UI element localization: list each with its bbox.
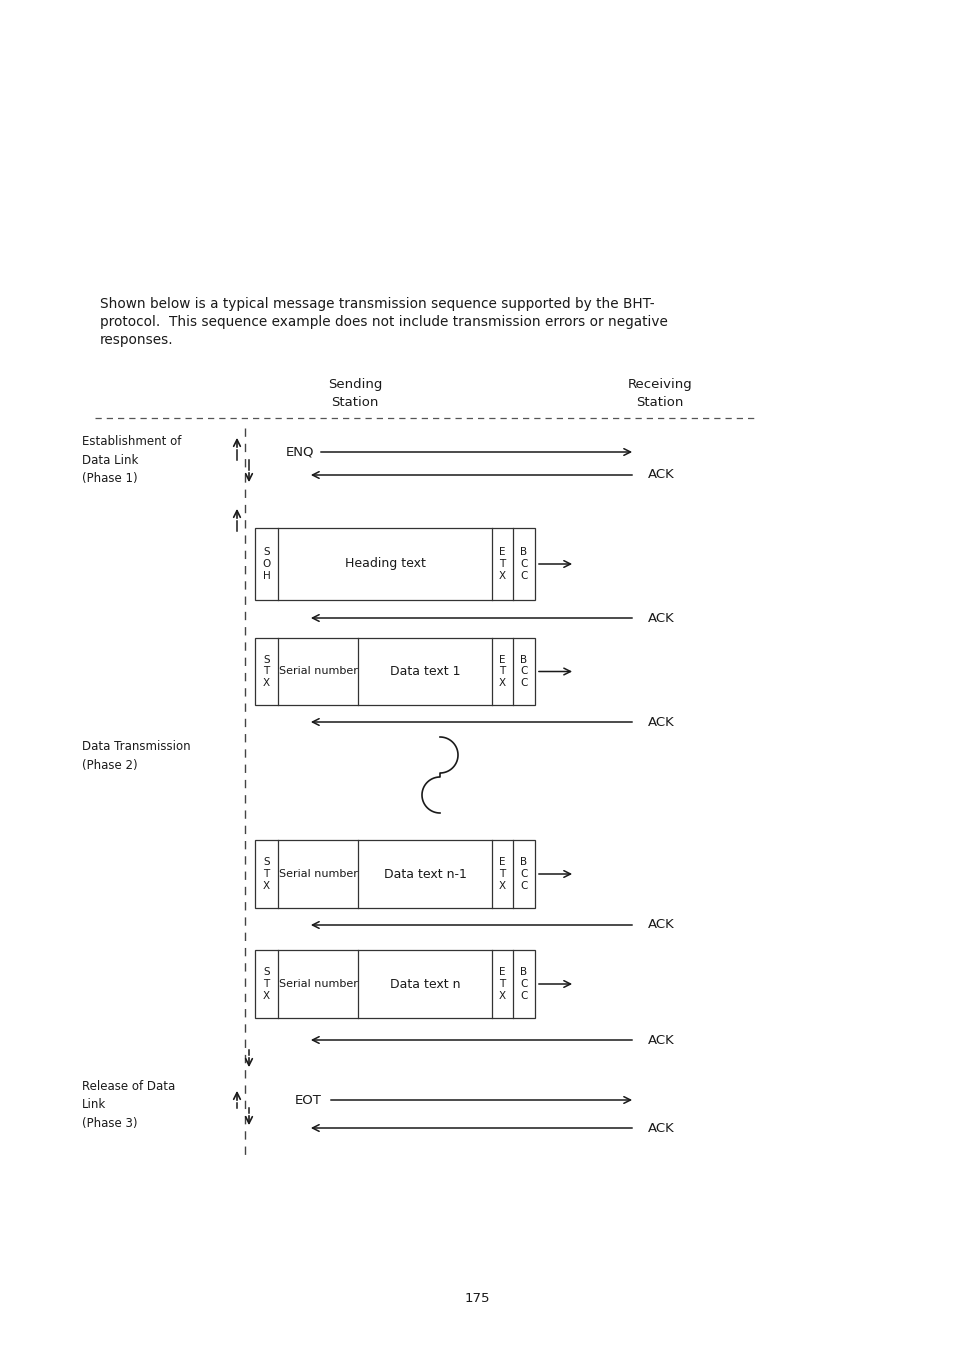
Text: Establishment of
Data Link
(Phase 1): Establishment of Data Link (Phase 1) (82, 435, 181, 485)
Text: B
C
C: B C C (519, 857, 527, 891)
Text: S
T
X: S T X (263, 968, 270, 1000)
Text: E
T
X: E T X (498, 655, 505, 687)
Text: S
O
H: S O H (262, 547, 271, 581)
Text: Data Transmission
(Phase 2): Data Transmission (Phase 2) (82, 740, 191, 771)
Text: E
T
X: E T X (498, 857, 505, 891)
Text: ACK: ACK (647, 918, 674, 931)
Text: E
T
X: E T X (498, 968, 505, 1000)
Text: Serial number: Serial number (278, 869, 357, 879)
Text: E
T
X: E T X (498, 547, 505, 581)
Text: S
T
X: S T X (263, 655, 270, 687)
Text: EOT: EOT (294, 1093, 321, 1107)
Bar (254, 840, 535, 909)
Text: Serial number: Serial number (278, 979, 357, 989)
Bar (254, 638, 535, 705)
Text: Serial number: Serial number (278, 666, 357, 677)
Text: Sending
Station: Sending Station (328, 377, 382, 408)
Text: ACK: ACK (647, 469, 674, 481)
Text: S
T
X: S T X (263, 857, 270, 891)
Text: Data text 1: Data text 1 (390, 665, 459, 678)
Bar (254, 528, 535, 600)
Bar (254, 950, 535, 1018)
Text: protocol.  This sequence example does not include transmission errors or negativ: protocol. This sequence example does not… (100, 315, 667, 329)
Text: Receiving
Station: Receiving Station (627, 377, 692, 408)
Text: Shown below is a typical message transmission sequence supported by the BHT-: Shown below is a typical message transmi… (100, 297, 654, 311)
Text: Release of Data
Link
(Phase 3): Release of Data Link (Phase 3) (82, 1080, 175, 1130)
Text: Heading text: Heading text (344, 558, 425, 570)
Text: ACK: ACK (647, 612, 674, 624)
Text: ACK: ACK (647, 1122, 674, 1135)
Text: ACK: ACK (647, 716, 674, 728)
Text: Data text n-1: Data text n-1 (383, 868, 466, 880)
Text: ENQ: ENQ (286, 445, 314, 458)
Text: ACK: ACK (647, 1034, 674, 1046)
Text: B
C
C: B C C (519, 655, 527, 687)
Text: Data text n: Data text n (390, 977, 459, 991)
Text: 175: 175 (464, 1291, 489, 1305)
Text: responses.: responses. (100, 333, 173, 346)
Text: B
C
C: B C C (519, 547, 527, 581)
Text: B
C
C: B C C (519, 968, 527, 1000)
